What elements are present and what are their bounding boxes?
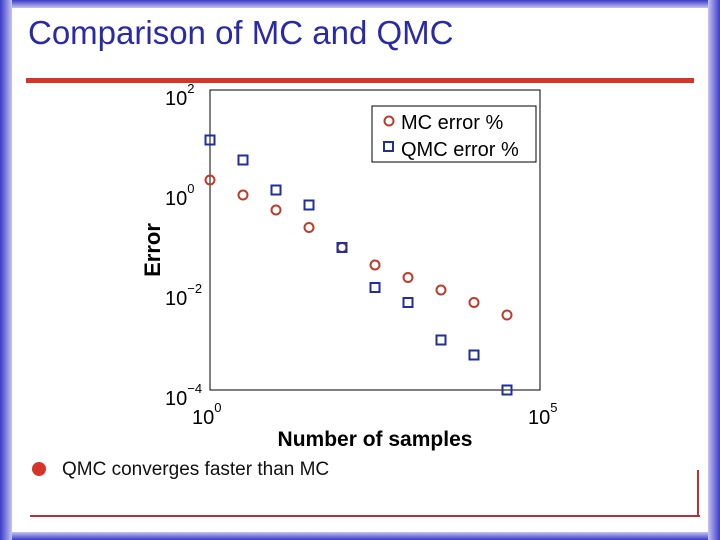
mc-point [237, 189, 249, 201]
slide-frame-top [0, 0, 720, 8]
y-tick-label: 102 [165, 81, 194, 110]
slide-frame-right [708, 0, 720, 540]
qmc-point [237, 154, 249, 166]
x-tick-label: 105 [528, 400, 557, 429]
y-tick-label: 10−2 [165, 281, 202, 310]
qmc-point [270, 184, 282, 196]
legend-mc-label: MC error % [401, 112, 503, 134]
x-axis-ticks: 100 105 [192, 400, 557, 429]
legend: MC error % QMC error % [371, 105, 537, 163]
qmc-point [402, 297, 414, 308]
data-markers [204, 134, 513, 396]
qmc-point [501, 384, 513, 396]
mc-point [303, 222, 315, 233]
mc-point [204, 174, 216, 186]
y-axis-ticks: 102 100 10−2 10−4 [165, 81, 202, 410]
bullet-text: QMC converges faster than MC [62, 459, 330, 480]
legend-qmc-marker [383, 141, 394, 152]
bottom-rule [30, 515, 700, 517]
y-axis-label: Error [140, 223, 165, 277]
mc-point [468, 297, 480, 308]
title-rule [26, 78, 694, 83]
slide-title: Comparison of MC and QMC [28, 14, 454, 51]
bullet-dot-icon [32, 462, 46, 476]
bottom-rule-corner [697, 470, 699, 517]
x-tick-label: 100 [192, 400, 221, 429]
legend-qmc-label: QMC error % [401, 139, 519, 161]
qmc-point [369, 282, 381, 293]
y-tick-label: 10−4 [165, 381, 202, 410]
mc-point [402, 272, 414, 283]
x-axis-label: Number of samples [278, 428, 473, 451]
legend-mc-marker [383, 115, 395, 127]
y-tick-label: 100 [165, 181, 194, 210]
mc-point [501, 309, 513, 321]
legend-box [371, 105, 537, 163]
qmc-point [204, 134, 216, 146]
slide-frame-bottom [0, 532, 720, 540]
mc-point [270, 204, 282, 216]
mc-point [369, 259, 381, 271]
mc-point [435, 284, 447, 296]
qmc-point [468, 349, 480, 361]
qmc-point [435, 334, 447, 346]
qmc-point [303, 199, 315, 211]
qmc-point [336, 242, 348, 253]
slide-frame-left [0, 0, 12, 540]
